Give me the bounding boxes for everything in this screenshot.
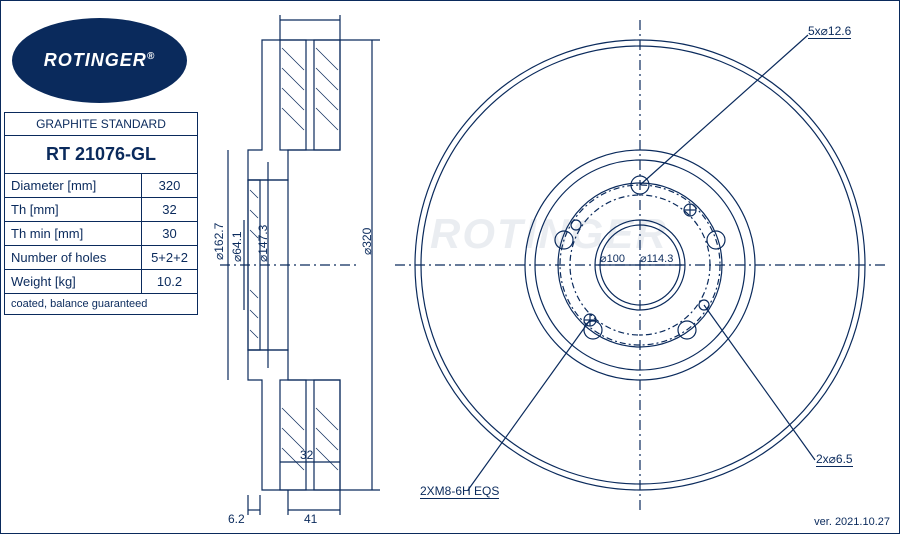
version-text: ver. 2021.10.27: [814, 516, 890, 528]
side-view: [220, 15, 380, 515]
callout-thread: 2XM8-6H EQS: [420, 484, 499, 499]
dim-hat-depth: 41: [304, 512, 317, 526]
dim-pcd2: ⌀114.3: [640, 252, 673, 265]
dim-flange: 6.2: [228, 512, 245, 526]
dim-pcd1: ⌀100: [600, 252, 625, 265]
callout-small-holes: 2x⌀6.5: [816, 452, 853, 467]
dim-hub-outer: ⌀162.7: [212, 223, 226, 260]
dim-bore: ⌀64.1: [230, 231, 244, 262]
dim-thickness: 32: [300, 448, 313, 462]
dim-outer-dia: ⌀320: [360, 228, 374, 255]
callout-bolt-holes: 5x⌀12.6: [808, 24, 851, 39]
technical-drawing: [0, 0, 900, 534]
dim-hub-step: ⌀147.3: [256, 225, 270, 262]
